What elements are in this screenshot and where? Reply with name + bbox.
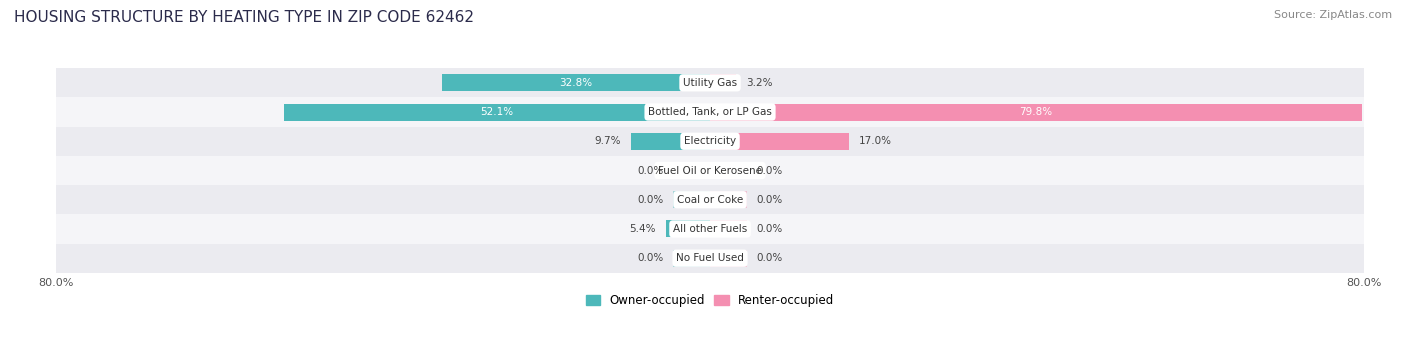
Bar: [710, 250, 747, 267]
Bar: [710, 221, 747, 237]
Text: 0.0%: 0.0%: [756, 224, 783, 234]
Bar: [56, 127, 1364, 156]
Bar: [710, 162, 747, 179]
Text: All other Fuels: All other Fuels: [673, 224, 747, 234]
Text: Bottled, Tank, or LP Gas: Bottled, Tank, or LP Gas: [648, 107, 772, 117]
Text: Coal or Coke: Coal or Coke: [676, 195, 744, 205]
Text: 0.0%: 0.0%: [756, 165, 783, 176]
Text: 9.7%: 9.7%: [595, 136, 621, 146]
Text: 0.0%: 0.0%: [637, 253, 664, 263]
Text: 79.8%: 79.8%: [1019, 107, 1053, 117]
Text: Fuel Oil or Kerosene: Fuel Oil or Kerosene: [658, 165, 762, 176]
Bar: [56, 214, 1364, 243]
Text: 0.0%: 0.0%: [756, 253, 783, 263]
Text: Source: ZipAtlas.com: Source: ZipAtlas.com: [1274, 10, 1392, 20]
Bar: [56, 243, 1364, 273]
Text: 17.0%: 17.0%: [859, 136, 891, 146]
Text: 5.4%: 5.4%: [630, 224, 657, 234]
Bar: [710, 74, 737, 91]
Bar: [673, 250, 710, 267]
Text: 52.1%: 52.1%: [481, 107, 513, 117]
Bar: [631, 133, 710, 150]
Bar: [710, 133, 849, 150]
Bar: [666, 221, 710, 237]
Bar: [56, 68, 1364, 98]
Text: 0.0%: 0.0%: [637, 195, 664, 205]
Bar: [56, 98, 1364, 127]
Text: 0.0%: 0.0%: [637, 165, 664, 176]
Text: Electricity: Electricity: [683, 136, 737, 146]
Text: Utility Gas: Utility Gas: [683, 78, 737, 88]
Legend: Owner-occupied, Renter-occupied: Owner-occupied, Renter-occupied: [581, 290, 839, 312]
Bar: [441, 74, 710, 91]
Text: HOUSING STRUCTURE BY HEATING TYPE IN ZIP CODE 62462: HOUSING STRUCTURE BY HEATING TYPE IN ZIP…: [14, 10, 474, 25]
Bar: [710, 191, 747, 208]
Text: 32.8%: 32.8%: [560, 78, 592, 88]
Bar: [673, 162, 710, 179]
Text: 0.0%: 0.0%: [756, 195, 783, 205]
Bar: [710, 104, 1362, 120]
Bar: [56, 185, 1364, 214]
Bar: [284, 104, 710, 120]
Bar: [56, 156, 1364, 185]
Bar: [673, 191, 710, 208]
Text: No Fuel Used: No Fuel Used: [676, 253, 744, 263]
Text: 3.2%: 3.2%: [747, 78, 772, 88]
